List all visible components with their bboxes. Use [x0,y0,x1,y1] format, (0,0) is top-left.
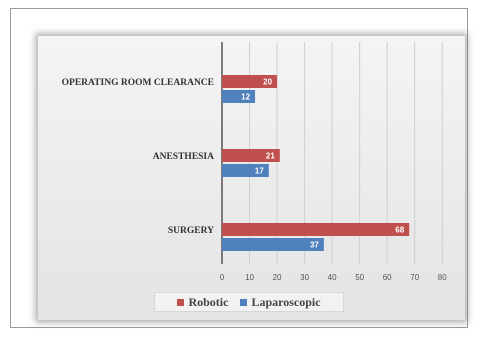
category-label-operating-room-clearance: OPERATING ROOM CLEARANCE [62,78,214,88]
bar-chart: 0 10 20 30 40 50 60 70 80 OPERATING ROOM CLEARANC… [62,42,447,282]
bar-robotic-anesthesia [222,149,280,162]
x-tick-label-70: 70 [410,273,419,282]
bar-laparoscopic-surgery [222,238,324,251]
x-tick-label-20: 20 [273,273,282,282]
data-label-laparoscopic-anesthesia: 17 [255,167,264,176]
bar-laparoscopic-operating-room-clearance [222,90,256,103]
x-tick-label-80: 80 [438,273,447,282]
legend-swatch-laparoscopic [240,298,248,306]
data-label-robotic-anesthesia: 21 [266,152,275,161]
legend-item-laparoscopic: Laparoscopic [240,294,321,310]
x-tick-label-60: 60 [383,273,392,282]
x-tick-label-0: 0 [220,273,225,282]
data-label-laparoscopic-operating-room-clearance: 12 [241,93,250,102]
x-tick-label-50: 50 [355,273,364,282]
data-label-robotic-operating-room-clearance: 20 [263,78,272,87]
legend-swatch-robotic [177,298,185,306]
x-tick-label-40: 40 [328,273,337,282]
x-tick-label-10: 10 [245,273,254,282]
legend-item-robotic: Robotic [177,295,228,310]
legend: Robotic Laparoscopic [154,292,344,312]
bar-laparoscopic-anesthesia [222,164,269,177]
category-label-anesthesia: ANESTHESIA [153,152,214,162]
chart-panel: 0 10 20 30 40 50 60 70 80 OPERATING ROOM CLEARANC… [38,36,465,320]
data-label-robotic-surgery: 68 [395,226,404,235]
bar-robotic-operating-room-clearance [222,75,278,88]
data-label-laparoscopic-surgery: 37 [310,241,319,250]
category-label-surgery: SURGERY [168,226,214,236]
legend-label-laparoscopic: Laparoscopic [251,294,321,309]
legend-label-robotic: Robotic [188,294,229,309]
bar-robotic-surgery [222,223,410,236]
x-tick-label-30: 30 [300,273,309,282]
